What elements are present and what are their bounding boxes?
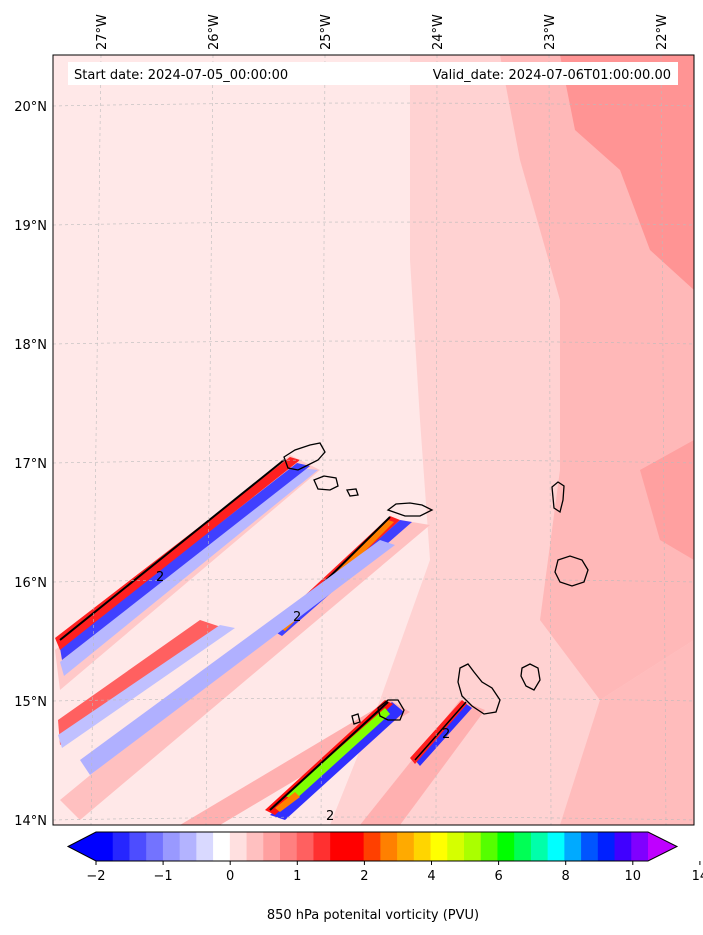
island-sao-vicente (313, 475, 339, 491)
colorbar-swatch (146, 832, 164, 861)
colorbar (66, 831, 679, 862)
map-panel: 2 2 2 2 (53, 55, 694, 825)
colorbar-swatch (346, 832, 365, 861)
island-sao-nicolau (386, 502, 434, 517)
colorbar-swatch (313, 832, 331, 861)
colorbar-tick-label: 2 (360, 869, 368, 884)
latitude-label: 17°N (14, 457, 47, 472)
colorbar-tick-label: 1 (293, 869, 301, 884)
pv-streak-southeast (360, 700, 485, 825)
contour-label: 2 (156, 570, 164, 585)
date-header-box (68, 62, 678, 85)
colorbar-swatch (430, 832, 448, 861)
colorbar-swatch (246, 832, 264, 861)
start-date-label: Start date: 2024-07-05_00:00:00 (74, 68, 288, 83)
contour-label: 2 (326, 809, 334, 824)
colorbar-swatch (464, 832, 482, 861)
colorbar-swatch (229, 832, 248, 861)
colorbar-swatch (581, 832, 599, 861)
island-brava (351, 713, 361, 725)
colorbar-tick-label: 4 (427, 869, 435, 884)
longitude-labels: 27°W 26°W 25°W 24°W 23°W 22°W (95, 14, 670, 50)
colorbar-swatch (213, 832, 231, 861)
island-coastlines (283, 442, 589, 725)
pv-streak-south (180, 700, 410, 825)
colorbar-swatch (96, 832, 114, 861)
colorbar-swatch (363, 832, 381, 861)
colorbar-swatch (129, 832, 147, 861)
latitude-label: 16°N (14, 576, 47, 591)
colorbar-swatch (530, 832, 549, 861)
contour-label: 2 (293, 610, 301, 625)
colorbar-swatch (263, 832, 281, 861)
pv-zone-deep (560, 55, 694, 290)
pv-streak-middle (60, 516, 430, 820)
longitude-label: 23°W (543, 14, 558, 50)
map-frame (52, 54, 695, 826)
colorbar-extend-high (648, 832, 677, 861)
colorbar-swatch (497, 832, 515, 861)
colorbar-swatch (280, 832, 298, 861)
colorbar-swatch (597, 832, 616, 861)
colorbar-ticks: −2 −1 0 1 2 4 6 8 10 14 (86, 861, 703, 884)
colorbar-label: 850 hPa potenital vorticity (PVU) (267, 908, 479, 923)
colorbar-swatch (162, 832, 181, 861)
island-maio (520, 663, 541, 691)
colorbar-swatch (547, 832, 565, 861)
colorbar-tick-label: 8 (562, 869, 570, 884)
colorbar-swatch (447, 832, 465, 861)
island-santiago (457, 663, 501, 715)
colorbar-tick-label: 6 (494, 869, 502, 884)
colorbar-extend-low (68, 832, 96, 861)
island-fogo (377, 699, 405, 721)
colorbar-swatch (614, 832, 632, 861)
longitude-label: 27°W (95, 14, 110, 50)
map-gridlines (53, 55, 694, 825)
longitude-label: 22°W (655, 14, 670, 50)
longitude-label: 25°W (319, 14, 334, 50)
latitude-label: 19°N (14, 219, 47, 234)
colorbar-swatch (296, 832, 314, 861)
latitude-label: 14°N (14, 814, 47, 829)
valid-date-label: Valid_date: 2024-07-06T01:00:00.00 (433, 68, 671, 83)
colorbar-swatch (631, 832, 649, 861)
island-sal (551, 481, 565, 514)
latitude-label: 20°N (14, 100, 47, 115)
latitude-label: 18°N (14, 338, 47, 353)
colorbar-swatch (413, 832, 432, 861)
contour-label: 2 (442, 727, 450, 742)
colorbar-tick-label: 10 (625, 869, 642, 884)
latitude-labels: 20°N 19°N 18°N 17°N 16°N 15°N 14°N (14, 100, 47, 829)
colorbar-tick-label: 14 (692, 869, 703, 884)
colorbar-tick-label: 0 (226, 869, 234, 884)
colorbar-swatch (112, 832, 130, 861)
colorbar-swatch (380, 832, 398, 861)
pv-streak-north (55, 455, 320, 748)
pv-zone-deep-east (640, 440, 694, 560)
longitude-label: 26°W (207, 14, 222, 50)
colorbar-swatch (397, 832, 415, 861)
island-santa-luzia (346, 488, 359, 497)
island-boa-vista (554, 555, 589, 587)
colorbar-swatch (564, 832, 582, 861)
latitude-label: 15°N (14, 695, 47, 710)
colorbar-swatch (196, 832, 214, 861)
colorbar-swatch (179, 832, 197, 861)
pv-zone-pink-south (560, 640, 694, 825)
colorbar-swatch (480, 832, 498, 861)
colorbar-swatch (514, 832, 532, 861)
island-santo-antao (283, 442, 326, 471)
colorbar-tick-label: −1 (154, 869, 173, 884)
longitude-label: 24°W (431, 14, 446, 50)
colorbar-swatch (330, 832, 348, 861)
colorbar-tick-label: −2 (86, 869, 105, 884)
